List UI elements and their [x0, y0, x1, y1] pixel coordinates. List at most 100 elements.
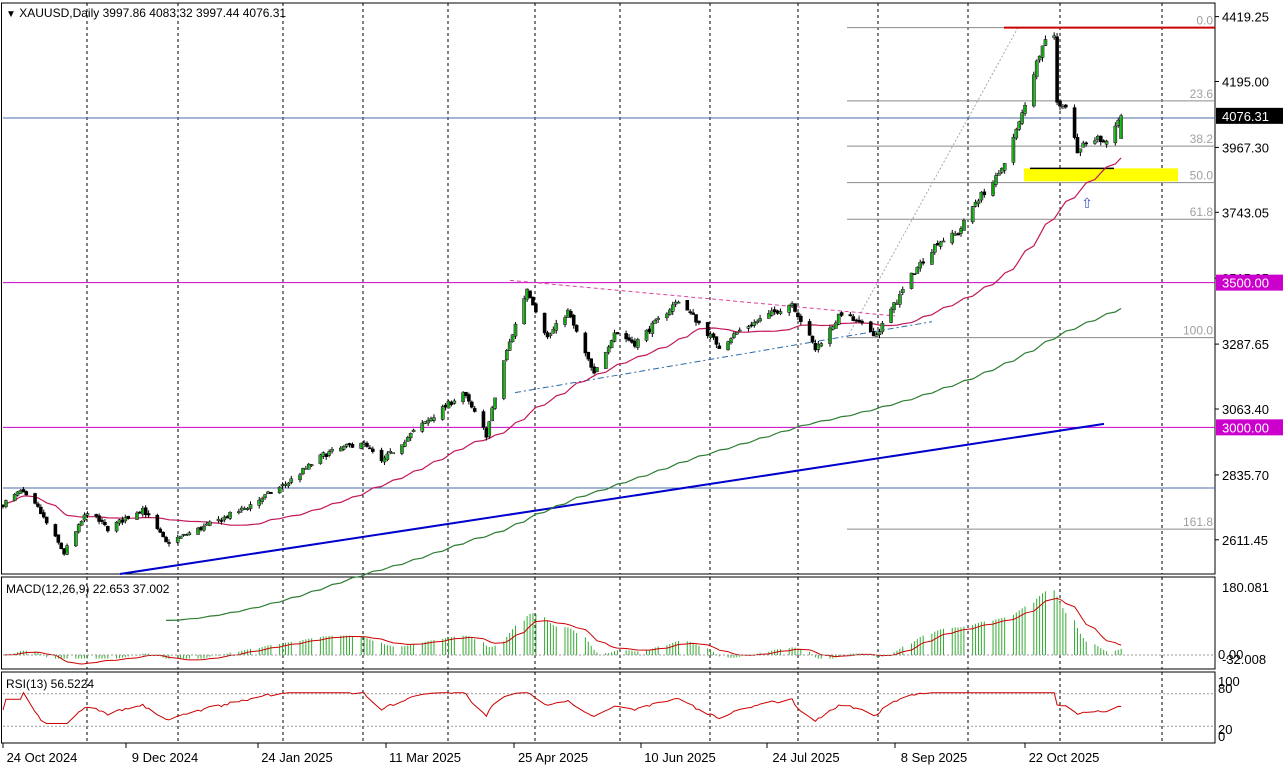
candle-body-fill — [243, 508, 246, 510]
candle-body — [921, 261, 925, 264]
level-price-tag — [1216, 274, 1283, 291]
candle-body-fill — [301, 469, 304, 474]
candle-body-fill — [322, 453, 325, 456]
candle-body — [1098, 135, 1103, 142]
candle-body — [484, 428, 489, 438]
candle-body — [630, 339, 634, 343]
candle-body — [167, 542, 171, 544]
candle-body — [851, 316, 856, 321]
candle-body-fill — [636, 340, 639, 347]
candle-body — [44, 516, 49, 524]
candle-body — [583, 332, 588, 354]
candle-body — [225, 516, 230, 519]
candle-body — [94, 514, 98, 517]
candle-body-fill — [604, 352, 607, 369]
candle-body-fill — [205, 524, 208, 526]
fib-level-label: 50.0 — [1190, 169, 1214, 183]
candle-body-fill — [392, 453, 395, 454]
candle-body-fill — [264, 495, 267, 498]
candle-body — [350, 443, 355, 448]
candle-body-fill — [1120, 116, 1123, 139]
candle-body — [472, 408, 477, 412]
candle-body-fill — [80, 521, 83, 525]
candle-body — [379, 449, 384, 462]
candle-body-fill — [1117, 120, 1120, 125]
candle-body-fill — [1096, 136, 1099, 140]
candle-body-fill — [526, 289, 529, 299]
candle-body-fill — [185, 535, 188, 536]
candle-body-fill — [287, 483, 290, 486]
price-tick-label: 2611.45 — [1222, 533, 1268, 548]
candle-body-fill — [954, 234, 957, 236]
fib-level-label: 61.8 — [1190, 205, 1214, 219]
candle-body-fill — [258, 500, 261, 505]
candle-body-fill — [281, 485, 284, 486]
candle-body-fill — [610, 341, 613, 348]
candle-body-fill — [788, 305, 791, 312]
candle-body — [146, 513, 151, 516]
level-price-label: 3500.00 — [1222, 276, 1269, 291]
candle-body — [106, 526, 110, 532]
candle-body — [1075, 137, 1080, 154]
price-tick-label: 2835.70 — [1222, 468, 1269, 483]
candle-body — [839, 312, 844, 316]
candle-body-fill — [974, 202, 977, 206]
collapse-triangle-icon[interactable]: ▼ — [6, 9, 16, 20]
candle-body — [158, 528, 163, 533]
candle-body-fill — [462, 393, 465, 402]
candle-body-fill — [421, 423, 424, 431]
candle-body — [691, 312, 695, 315]
candle-body — [571, 314, 576, 326]
candle-body-fill — [1038, 56, 1041, 60]
rsi-axis-tick: 20 — [1218, 722, 1232, 737]
candle-body-fill — [403, 443, 406, 446]
x-tick-label: 10 Jun 2025 — [644, 750, 716, 765]
price-tick-label: 3287.65 — [1222, 337, 1269, 352]
candle-body-fill — [1003, 164, 1006, 170]
candle-body — [138, 511, 142, 514]
candle-body-fill — [523, 299, 526, 324]
candle-body-fill — [197, 528, 200, 534]
candle-body — [97, 515, 101, 522]
candle-body-fill — [441, 407, 444, 419]
candle-body-fill — [453, 401, 456, 403]
candle-body-fill — [994, 176, 997, 184]
candle-body — [470, 401, 474, 408]
level-price-tag — [1216, 419, 1283, 436]
candle-body-fill — [910, 273, 913, 289]
candle-body — [1064, 104, 1068, 108]
candle-body-fill — [1061, 107, 1064, 108]
candle-body — [542, 312, 547, 334]
candle-body-fill — [898, 294, 901, 304]
candle-body-fill — [223, 517, 226, 520]
candle-body-fill — [563, 318, 566, 324]
candle-body-fill — [1044, 40, 1047, 45]
candle-body-fill — [747, 327, 750, 328]
candle-body-fill — [488, 422, 491, 436]
candle-body — [199, 527, 203, 531]
candle-body — [39, 506, 43, 515]
candle-body-fill — [208, 522, 211, 526]
candle-body-fill — [1041, 46, 1044, 57]
candle-body-fill — [555, 324, 558, 330]
candle-body-fill — [933, 245, 936, 252]
candle-body-fill — [502, 361, 505, 398]
candle-body — [371, 448, 375, 452]
x-tick-label: 25 Apr 2025 — [518, 750, 588, 765]
candle-body-fill — [1079, 149, 1082, 152]
rsi-axis-tick: 0 — [1218, 729, 1225, 744]
candle-body — [813, 343, 818, 351]
candle-body — [33, 493, 37, 504]
candle-body — [633, 340, 637, 347]
candle-body — [810, 335, 815, 343]
candle-body-fill — [732, 334, 735, 337]
candle-body — [161, 531, 165, 538]
candle-body-fill — [1053, 36, 1056, 38]
candle-body-fill — [939, 242, 942, 246]
price-tick-label: 3743.05 — [1222, 205, 1269, 220]
candle-body-fill — [13, 494, 16, 501]
candle-body-fill — [901, 289, 904, 293]
candle-body-fill — [202, 526, 205, 530]
